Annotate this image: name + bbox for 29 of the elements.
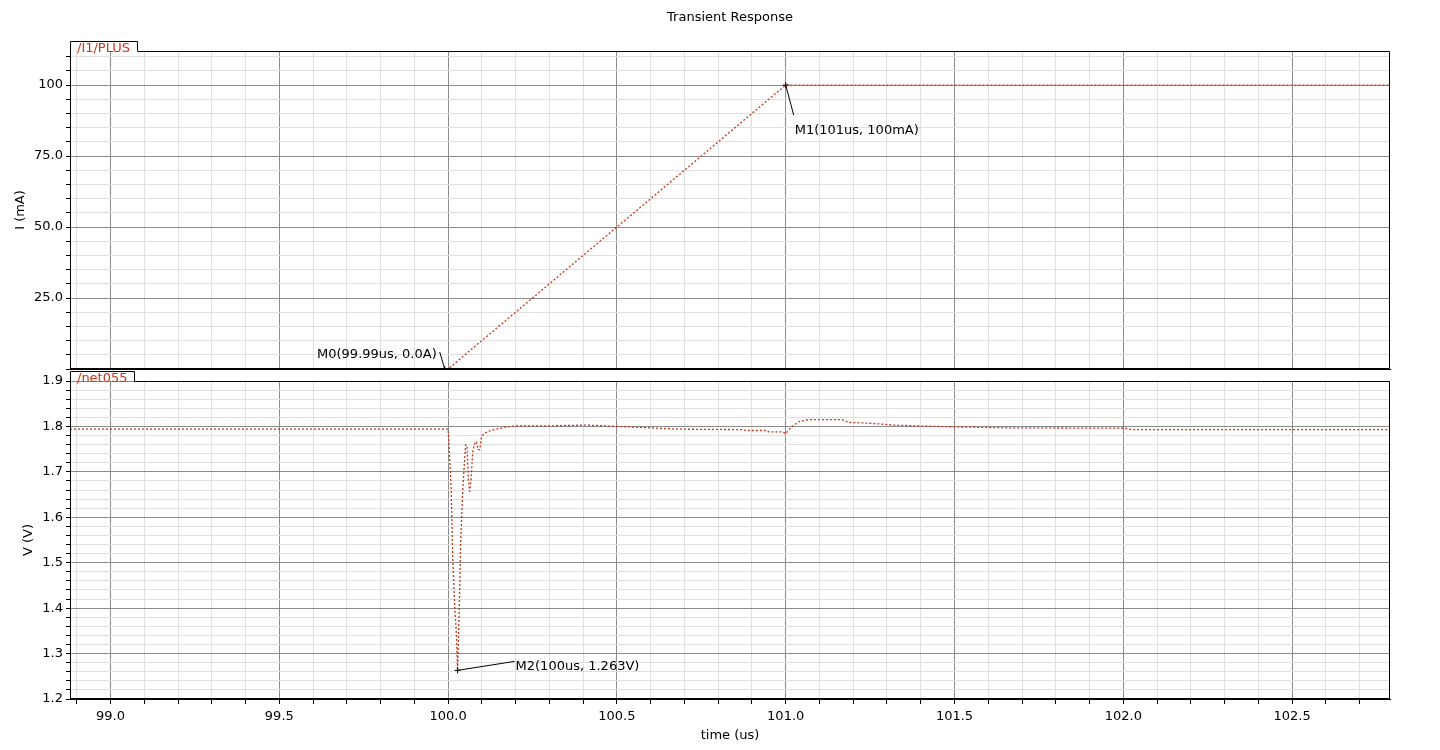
- x-tick-label: 102.0: [1104, 708, 1142, 724]
- y-tick-label: 1.2: [42, 690, 63, 706]
- y-tick-label: 1.5: [42, 554, 63, 570]
- y-axis-title: V (V): [19, 523, 35, 557]
- annotation: M0(99.99us, 0.0A): [317, 346, 437, 362]
- y-tick-label: 50.0: [34, 218, 63, 234]
- y-tick-label: 100: [38, 76, 63, 92]
- x-tick-label: 101.0: [767, 708, 805, 724]
- annotation: M1(101us, 100mA): [794, 122, 919, 138]
- legend-label: /net055: [77, 370, 128, 385]
- y-tick-label: 75.0: [34, 147, 63, 163]
- y-axis-title: I (mA): [11, 190, 27, 230]
- y-tick-label: 1.3: [42, 644, 63, 660]
- x-tick-label: 100.5: [598, 708, 636, 724]
- y-tick-label: 1.9: [42, 372, 63, 388]
- x-tick-label: 101.5: [935, 708, 974, 724]
- x-tick-label: 100.0: [429, 708, 467, 724]
- y-tick-label: 1.7: [42, 463, 63, 479]
- y-tick-label: 25.0: [34, 289, 63, 305]
- chart-title: Transient Response: [666, 9, 793, 25]
- y-tick-label: 1.8: [42, 417, 63, 433]
- annotation: M2(100us, 1.263V): [515, 657, 640, 673]
- y-tick-label: 1.6: [42, 508, 63, 524]
- x-tick-label: 99.5: [264, 708, 294, 724]
- legend-label: /I1/PLUS: [77, 40, 131, 55]
- x-tick-label: 102.5: [1273, 708, 1311, 724]
- x-axis-title: time (us): [700, 726, 760, 742]
- y-tick-label: 1.4: [42, 599, 63, 615]
- x-tick-label: 99.0: [96, 708, 125, 724]
